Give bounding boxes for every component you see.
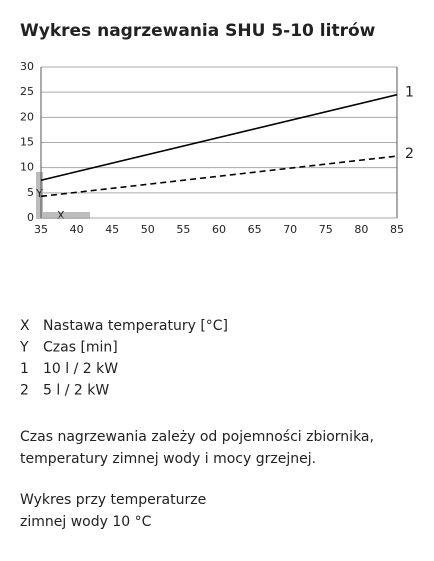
- x-tick-label: 35: [34, 223, 48, 236]
- x-marker: X: [57, 209, 65, 222]
- legend-text: 5 l / 2 kW: [43, 383, 109, 399]
- x-tick-label: 85: [390, 223, 404, 236]
- chart-title: Wykres nagrzewania SHU 5-10 litrów: [20, 21, 376, 41]
- series-label: 2: [405, 146, 414, 162]
- legend-key: 2: [20, 383, 29, 399]
- x-tick-label: 55: [176, 223, 190, 236]
- y-marker: Y: [35, 187, 43, 200]
- legend-text: 10 l / 2 kW: [43, 361, 118, 377]
- x-tick-label: 70: [283, 223, 297, 236]
- note-line: Wykres przy temperaturze: [20, 492, 206, 508]
- series-label: 1: [405, 85, 414, 101]
- x-tick-label: 60: [212, 223, 226, 236]
- x-tick-label: 75: [319, 223, 333, 236]
- series-line: [40, 155, 398, 198]
- x-tick-label: 65: [248, 223, 262, 236]
- series-line: [40, 93, 398, 182]
- y-tick-label: 25: [20, 85, 34, 98]
- legend-key: Y: [19, 340, 29, 356]
- y-tick-label: 5: [27, 186, 34, 199]
- x-tick-label: 50: [141, 223, 155, 236]
- x-tick-label: 40: [70, 223, 84, 236]
- note-line: zimnej wody 10 °C: [20, 514, 152, 530]
- y-tick-label: 0: [27, 211, 34, 224]
- note-line: temperatury zimnej wody i mocy grzejnej.: [20, 451, 316, 467]
- legend-text: Czas [min]: [43, 340, 118, 356]
- y-tick-label: 15: [20, 136, 34, 149]
- note-line: Czas nagrzewania zależy od pojemności zb…: [20, 429, 374, 445]
- x-tick-label: 45: [105, 223, 119, 236]
- legend-key: X: [20, 318, 30, 334]
- legend-key: 1: [20, 361, 29, 377]
- y-tick-label: 20: [20, 110, 34, 123]
- y-tick-label: 10: [20, 161, 34, 174]
- legend-text: Nastawa temperatury [°C]: [43, 318, 228, 334]
- y-tick-label: 30: [20, 60, 34, 73]
- x-tick-label: 80: [354, 223, 368, 236]
